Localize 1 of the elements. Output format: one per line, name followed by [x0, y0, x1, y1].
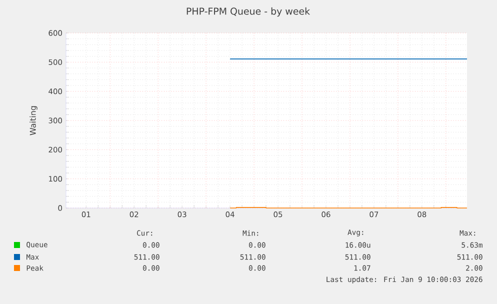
chart-title: PHP-FPM Queue - by week: [186, 7, 310, 17]
